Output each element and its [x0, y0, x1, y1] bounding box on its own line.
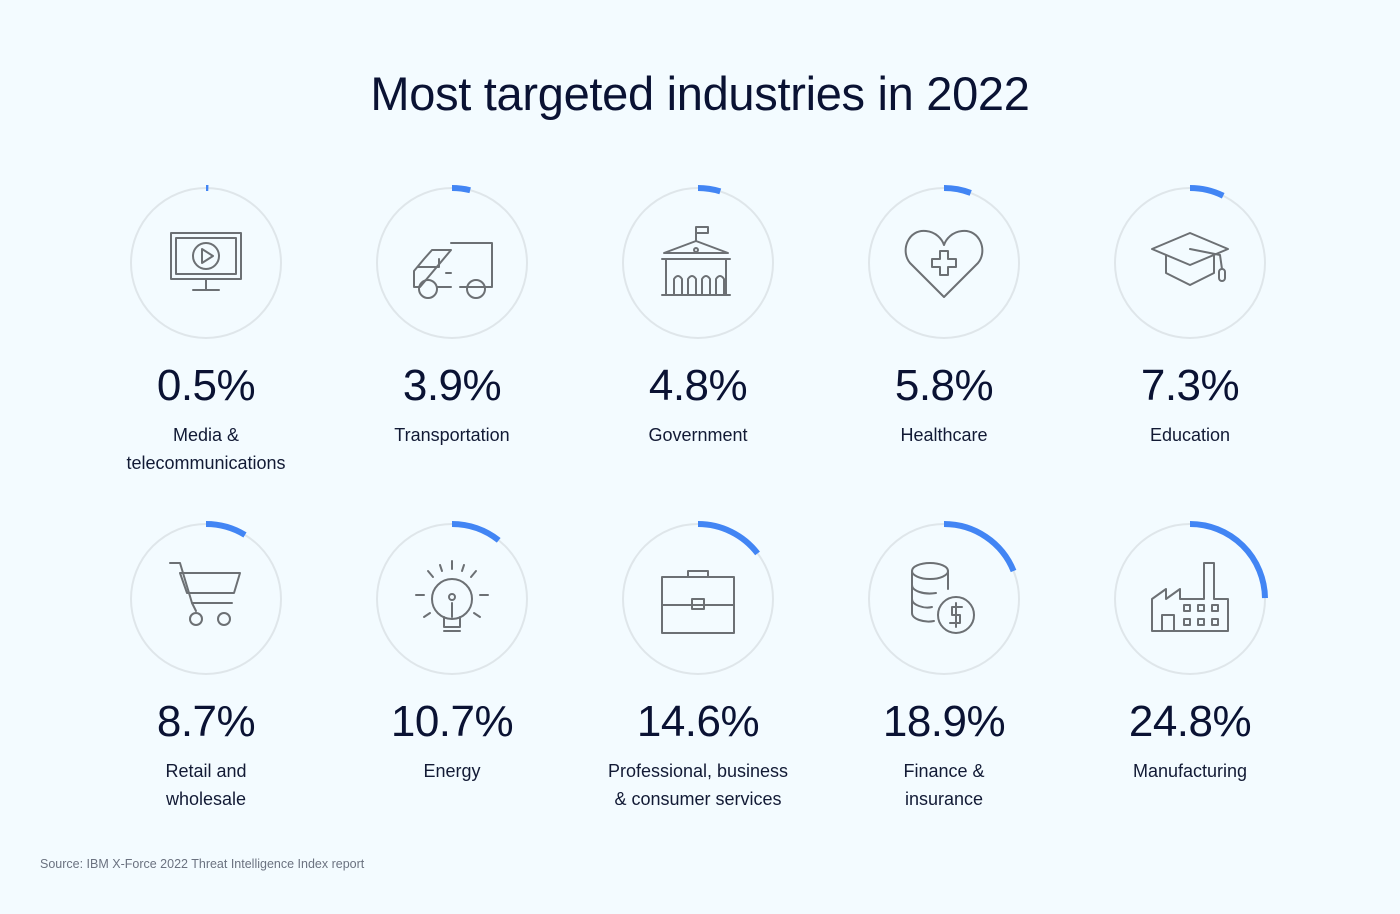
value-label: 7.3% [1140, 361, 1240, 410]
category-label: Energy [322, 757, 582, 785]
value-arc [451, 185, 471, 194]
ring-track [130, 187, 282, 339]
category-label-line: Retail and [165, 761, 247, 781]
value-label: 24.8% [1128, 697, 1252, 746]
heart-cross-icon [904, 229, 984, 298]
value-arc [205, 521, 247, 538]
category-label: Media & telecommunications [76, 421, 336, 477]
value-label: 18.9% [882, 697, 1006, 746]
briefcase-icon [661, 570, 735, 634]
truck-icon [413, 242, 493, 299]
value-label: 5.8% [894, 361, 994, 410]
category-label: Retail and wholesale [76, 757, 336, 813]
progress-ring [1114, 521, 1268, 675]
category-label: Finance & insurance [814, 757, 1074, 813]
value-arc [943, 185, 972, 196]
value-label: 10.7% [390, 697, 514, 746]
category-label-line: insurance [904, 789, 984, 809]
category-label-line: telecommunications [126, 453, 286, 473]
progress-ring [1114, 185, 1266, 339]
progress-ring [376, 521, 528, 675]
progress-ring [376, 185, 528, 339]
ring-track [130, 523, 282, 675]
progress-ring [868, 185, 1020, 339]
coins-dollar-icon [911, 562, 975, 634]
category-label: Healthcare [814, 421, 1074, 449]
source-note: Source: IBM X-Force 2022 Threat Intellig… [40, 857, 365, 871]
category-label-line: Government [648, 425, 748, 445]
ring-track [868, 187, 1020, 339]
category-label-line: Healthcare [900, 425, 988, 445]
progress-ring [868, 521, 1020, 675]
category-label: Government [568, 421, 828, 449]
category-label-line: Energy [423, 761, 481, 781]
ring-track [622, 187, 774, 339]
progress-ring [130, 185, 282, 339]
progress-ring [622, 521, 774, 675]
category-label: Transportation [322, 421, 582, 449]
page-title: Most targeted industries in 2022 [370, 67, 1030, 120]
ring-track [1114, 187, 1266, 339]
monitor-play-icon [170, 232, 242, 291]
light-bulb-icon [415, 560, 489, 632]
progress-ring [130, 521, 282, 675]
category-label-line: wholesale [165, 789, 247, 809]
value-label: 14.6% [636, 697, 760, 746]
factory-icon [1151, 562, 1229, 632]
value-arc [697, 521, 760, 556]
category-label: Professional, business & consumer service… [568, 757, 828, 813]
category-label: Education [1060, 421, 1320, 449]
value-label: 3.9% [402, 361, 502, 410]
category-label-line: Professional, business [607, 761, 789, 781]
value-arc [451, 521, 501, 543]
category-label-line: Transportation [394, 425, 510, 445]
value-arc [1189, 185, 1225, 199]
value-label: 0.5% [156, 361, 256, 410]
value-arc [943, 521, 1017, 573]
value-label: 4.8% [648, 361, 748, 410]
category-label-line: & consumer services [614, 789, 782, 809]
category-label-line: Finance & [903, 761, 985, 781]
category-label-line: Media & [172, 425, 240, 445]
value-arc [697, 185, 722, 195]
category-label-line: Education [1149, 425, 1231, 445]
shopping-cart-icon [169, 562, 241, 626]
progress-ring [622, 185, 774, 339]
category-label-line: Manufacturing [1132, 761, 1248, 781]
value-arc [1189, 521, 1268, 599]
category-label: Manufacturing [1060, 757, 1320, 785]
graduation-cap-icon [1151, 232, 1229, 286]
value-label: 8.7% [156, 697, 256, 746]
ring-track [376, 187, 528, 339]
government-building-icon [661, 226, 731, 296]
